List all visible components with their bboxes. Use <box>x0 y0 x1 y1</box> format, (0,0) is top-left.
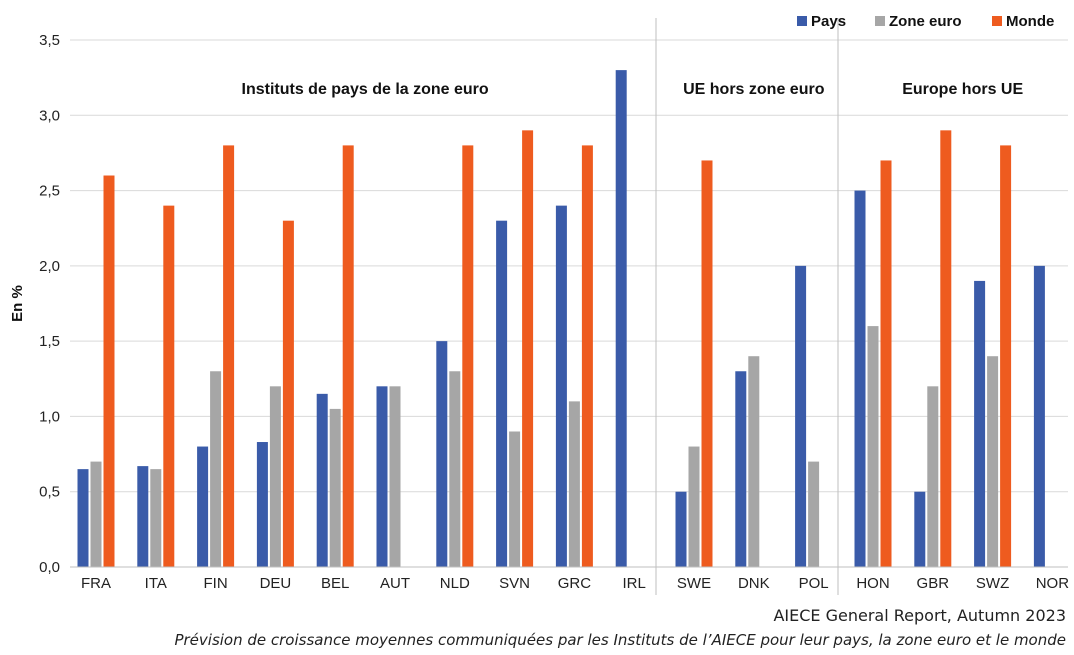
bar-nld-zone-euro <box>449 371 461 567</box>
x-tick-label: NOR <box>1036 575 1070 592</box>
legend-swatch <box>797 16 807 26</box>
bar-dnk-zone-euro <box>748 356 760 567</box>
bar-deu-monde <box>282 220 294 567</box>
x-tick-label: BEL <box>321 575 349 592</box>
y-tick-label: 0,5 <box>39 484 60 501</box>
x-tick-label: DEU <box>260 575 292 592</box>
bar-ita-monde <box>163 205 175 567</box>
gridlines <box>70 39 1068 493</box>
legend-swatch <box>875 16 885 26</box>
group-label: Instituts de pays de la zone euro <box>242 81 489 98</box>
source-note: AIECE General Report, Autumn 2023 <box>773 606 1066 625</box>
bar-fra-zone-euro <box>90 461 102 567</box>
y-axis-label: En % <box>9 285 26 322</box>
bar-swe-pays <box>675 491 687 567</box>
bar-svn-zone-euro <box>509 431 521 567</box>
bar-bel-monde <box>342 145 354 567</box>
bar-fra-monde <box>103 175 115 567</box>
bar-swz-monde <box>1000 145 1012 567</box>
bar-pol-zone-euro <box>808 461 820 567</box>
x-tick-label: GRC <box>558 575 592 592</box>
x-tick-label: SVN <box>499 575 530 592</box>
bar-hon-zone-euro <box>867 326 879 567</box>
y-tick-label: 3,5 <box>39 32 60 49</box>
bar-svn-pays <box>496 220 508 567</box>
bar-grc-pays <box>555 205 567 567</box>
bar-fra-pays <box>77 469 89 567</box>
legend-label: Pays <box>811 13 846 30</box>
bar-ita-pays <box>137 466 149 567</box>
x-tick-label: FIN <box>204 575 228 592</box>
x-tick-label: POL <box>799 575 829 592</box>
bar-hon-pays <box>854 190 866 568</box>
x-tick-label: DNK <box>738 575 770 592</box>
bar-dnk-pays <box>735 371 747 567</box>
x-tick-label: SWZ <box>976 575 1009 592</box>
bar-aut-zone-euro <box>389 386 401 567</box>
bar-fin-monde <box>223 145 235 567</box>
y-tick-label: 0,0 <box>39 559 60 576</box>
x-tick-label: AUT <box>380 575 410 592</box>
legend-label: Monde <box>1006 13 1054 30</box>
y-tick-label: 1,5 <box>39 333 60 350</box>
bar-deu-pays <box>256 442 268 567</box>
bar-aut-pays <box>376 386 388 567</box>
bar-swz-pays <box>974 280 986 567</box>
bar-pol-pays <box>795 265 807 567</box>
chart-caption: Prévision de croissance moyennes communi… <box>174 631 1066 649</box>
legend: Pays Zone euro Monde <box>797 13 1054 30</box>
bar-grc-monde <box>581 145 593 567</box>
bar-irl-pays <box>615 70 627 567</box>
x-tick-label: NLD <box>440 575 470 592</box>
bar-deu-zone-euro <box>269 386 281 567</box>
bar-swe-zone-euro <box>688 446 700 567</box>
bar-swe-monde <box>701 160 713 567</box>
y-tick-label: 3,0 <box>39 107 60 124</box>
group-label: Europe hors UE <box>902 81 1023 98</box>
bar-nld-pays <box>436 341 448 567</box>
x-tick-label: HON <box>856 575 889 592</box>
bar-nor-pays <box>1033 265 1045 567</box>
bar-bel-pays <box>316 393 328 567</box>
bar-gbr-monde <box>940 130 952 568</box>
y-tick-label: 1,0 <box>39 408 60 425</box>
bar-fin-pays <box>197 446 209 567</box>
bar-svn-monde <box>522 130 534 568</box>
legend-label: Zone euro <box>889 13 962 30</box>
bar-nld-monde <box>462 145 474 567</box>
labels: 0,0 0,5 1,0 1,5 2,0 2,5 3,0 3,5 FRA ITA FIN DEU BEL A… <box>9 32 1069 592</box>
bars <box>77 70 1045 568</box>
x-tick-label: FRA <box>81 575 111 592</box>
legend-swatch <box>992 16 1002 26</box>
group-label: UE hors zone euro <box>683 81 825 98</box>
bar-grc-zone-euro <box>568 401 580 567</box>
bar-swz-zone-euro <box>987 356 999 567</box>
y-tick-label: 2,5 <box>39 183 60 200</box>
bar-gbr-pays <box>914 491 926 567</box>
group-separators <box>655 18 839 595</box>
bar-fin-zone-euro <box>210 371 222 567</box>
bar-bel-zone-euro <box>329 408 341 567</box>
x-tick-label: GBR <box>917 575 950 592</box>
bar-ita-zone-euro <box>150 469 162 567</box>
x-tick-label: IRL <box>623 575 646 592</box>
x-tick-label: ITA <box>145 575 167 592</box>
bar-hon-monde <box>880 160 892 567</box>
y-tick-label: 2,0 <box>39 258 60 275</box>
bar-gbr-zone-euro <box>927 386 939 567</box>
bar-chart: 0,0 0,5 1,0 1,5 2,0 2,5 3,0 3,5 FRA ITA FIN DEU BEL A… <box>9 13 1069 595</box>
x-tick-label: SWE <box>677 575 711 592</box>
